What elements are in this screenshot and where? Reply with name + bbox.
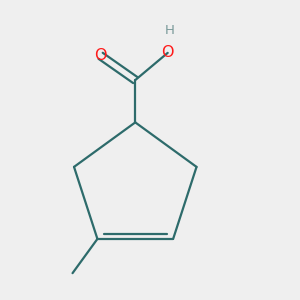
Text: O: O [161,45,174,60]
Text: H: H [165,24,175,37]
Text: O: O [94,48,107,63]
